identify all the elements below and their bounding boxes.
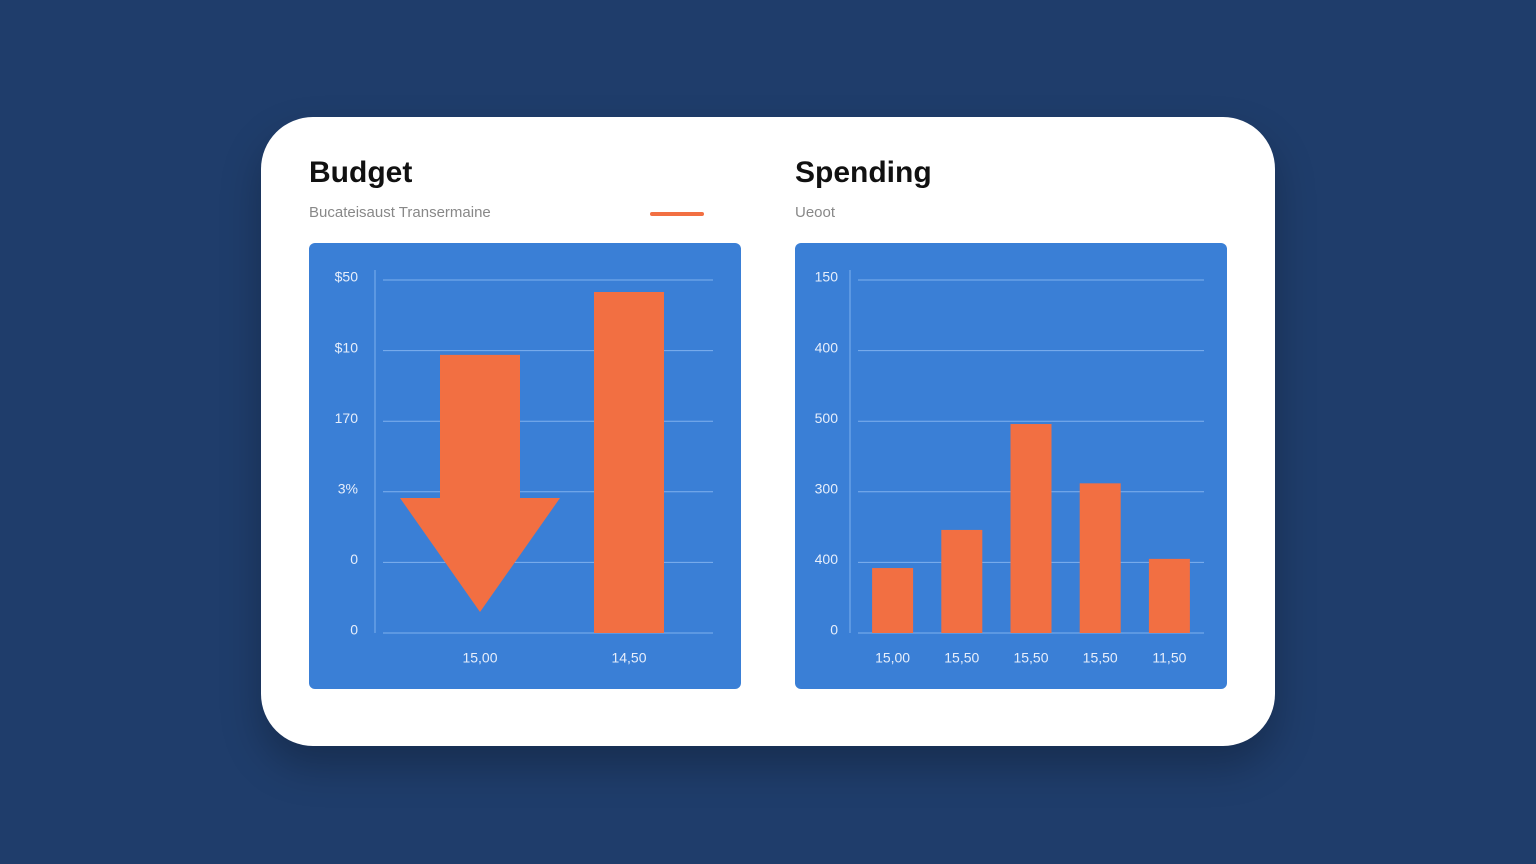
x-tick-label: 15,00 <box>875 650 910 666</box>
y-tick-label: 0 <box>350 551 358 567</box>
y-tick-label: 400 <box>815 551 839 567</box>
y-tick-label: 170 <box>335 410 359 426</box>
x-tick-label: 14,50 <box>611 650 646 666</box>
y-tick-label: 0 <box>830 622 838 638</box>
x-tick-label: 11,50 <box>1152 650 1186 666</box>
chart-subtitle: Bucateisaust Transermaine <box>309 204 491 221</box>
chart-title: Spending <box>795 156 932 189</box>
y-tick-label: 300 <box>815 481 839 497</box>
y-tick-label: $50 <box>335 269 359 285</box>
bar <box>941 529 983 633</box>
bar <box>1079 483 1121 633</box>
bar <box>594 292 664 633</box>
y-tick-label: 400 <box>815 339 839 355</box>
x-tick-label: 15,50 <box>1013 650 1048 666</box>
bar <box>1010 424 1052 633</box>
y-tick-label: $10 <box>335 339 359 355</box>
y-tick-label: 500 <box>815 410 839 426</box>
bar <box>1148 558 1190 633</box>
x-tick-label: 15,00 <box>462 650 497 666</box>
y-tick-label: 3% <box>338 481 358 497</box>
chart-title: Budget <box>309 156 412 189</box>
chart-subtitle: Ueoot <box>795 204 836 221</box>
y-tick-label: 150 <box>815 269 839 285</box>
bar <box>872 568 914 633</box>
x-tick-label: 15,50 <box>944 650 979 666</box>
y-tick-label: 0 <box>350 622 358 638</box>
chart-panel <box>309 243 741 689</box>
arrow-bar <box>400 354 560 612</box>
x-tick-label: 15,50 <box>1083 650 1118 666</box>
